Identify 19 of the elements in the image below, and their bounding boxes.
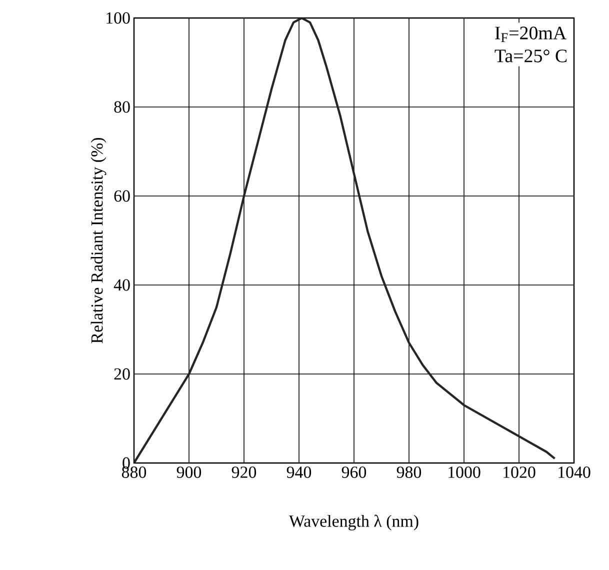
x-tick-label: 900	[176, 466, 202, 478]
x-tick-label: 980	[396, 466, 422, 478]
x-tick-label: 880	[122, 466, 146, 478]
y-axis-title: Relative Radiant Intensity (%)	[90, 138, 106, 344]
annotation: I$_{F}$=20mA	[495, 26, 566, 42]
y-tick-label: 0	[122, 457, 130, 469]
annotation: Ta=25° C	[494, 50, 567, 62]
y-tick-label: 20	[114, 368, 130, 380]
x-tick-label: 940	[286, 466, 312, 478]
x-tick-label: 960	[342, 466, 366, 478]
x-axis-title: Wavelength λ (nm)	[288, 514, 418, 530]
y-tick-label: 40	[114, 279, 130, 291]
y-tick-label: 80	[114, 101, 130, 113]
y-tick-label: 100	[106, 12, 130, 24]
x-tick-label: 1000	[448, 466, 480, 478]
y-tick-label: 60	[114, 190, 130, 202]
x-tick-label: 920	[232, 466, 256, 478]
x-tick-label: 1040	[558, 466, 590, 478]
x-tick-label: 1020	[504, 466, 536, 478]
